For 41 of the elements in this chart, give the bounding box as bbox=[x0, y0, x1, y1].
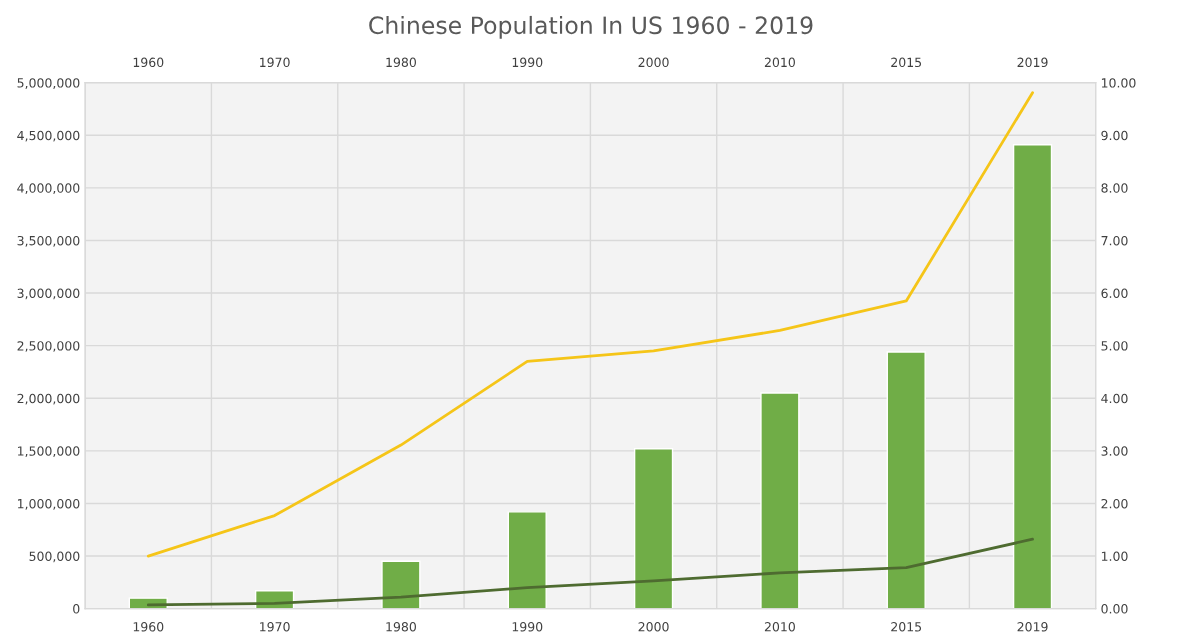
y2-tick-label: 9.00 bbox=[1101, 130, 1128, 141]
y2-tick-label: 5.00 bbox=[1101, 341, 1128, 351]
y-tick-label: 4,000,000 bbox=[17, 183, 80, 195]
y-tick-label: 500,000 bbox=[29, 551, 80, 563]
x-tick-label: 2010 bbox=[764, 622, 795, 632]
x-tick-label: 1970 bbox=[260, 622, 290, 632]
y2-tick-label: 10.00 bbox=[1101, 78, 1136, 88]
y-tick-label: 5,000,000 bbox=[17, 78, 80, 89]
y2-tick-label: 0.00 bbox=[1101, 604, 1128, 614]
y2-tick-label: 3.00 bbox=[1101, 446, 1128, 456]
line-series bbox=[146, 91, 1034, 558]
category-label: 2010 bbox=[764, 57, 795, 68]
y2-tick-label: 7.00 bbox=[1101, 235, 1128, 246]
y2-tick-label: 6.00 bbox=[1101, 288, 1128, 298]
category-label: 1980 bbox=[386, 57, 416, 68]
category-label: 1970 bbox=[260, 57, 290, 68]
y-tick-label: 1,000,000 bbox=[18, 498, 80, 510]
y-tick-label: 3,500,000 bbox=[17, 235, 80, 247]
x-tick-label: 2000 bbox=[638, 622, 669, 632]
x-tick-label: 1990 bbox=[512, 622, 543, 632]
y2-tick-label: 2.00 bbox=[1101, 498, 1128, 509]
y-tick-label: 2,000,000 bbox=[17, 393, 80, 405]
y2-tick-label: 1.00 bbox=[1101, 551, 1128, 561]
x-tick-label: 2019 bbox=[1017, 622, 1048, 632]
y-tick-label: 2,500,000 bbox=[17, 341, 80, 352]
x-tick-label: 1960 bbox=[133, 622, 164, 632]
x-tick-label: 1980 bbox=[386, 622, 416, 632]
y2-tick-label: 4.00 bbox=[1101, 393, 1128, 404]
chart-title: Chinese Population In US 1960 - 2019 bbox=[369, 15, 813, 39]
category-label: 2000 bbox=[638, 57, 669, 68]
category-label: 2019 bbox=[1017, 57, 1048, 68]
line-series bbox=[146, 537, 1034, 607]
x-tick-label: 2015 bbox=[891, 622, 922, 632]
category-label: 1990 bbox=[512, 57, 543, 68]
category-label: 1960 bbox=[133, 57, 164, 68]
category-label: 2015 bbox=[891, 57, 922, 68]
y-tick-label: 3,000,000 bbox=[17, 288, 80, 300]
y-tick-label: 4,500,000 bbox=[17, 130, 80, 142]
y2-tick-label: 8.00 bbox=[1101, 183, 1128, 193]
y-tick-label: 1,500,000 bbox=[18, 446, 80, 458]
y-tick-label: 0 bbox=[73, 604, 80, 614]
